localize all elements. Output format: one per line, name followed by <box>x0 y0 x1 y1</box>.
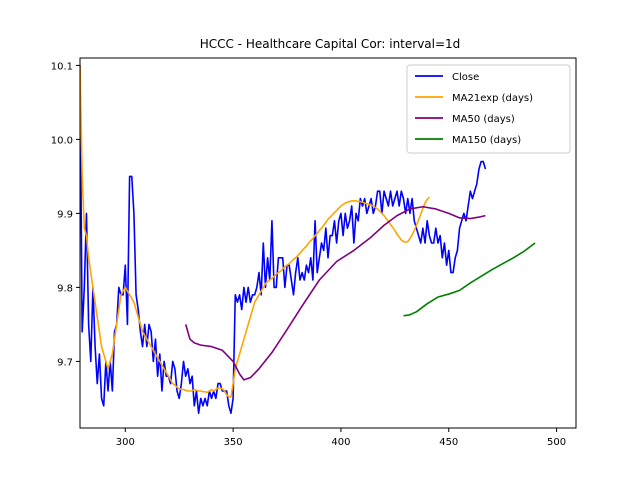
y-tick-label: 10.0 <box>51 135 73 146</box>
y-tick-label: 10.1 <box>51 61 73 72</box>
x-tick-label: 400 <box>331 437 350 448</box>
x-tick-label: 350 <box>224 437 243 448</box>
y-tick-label: 9.8 <box>57 283 73 294</box>
x-tick-label: 500 <box>547 437 566 448</box>
y-tick-label: 9.9 <box>57 209 73 220</box>
legend: Close MA21exp (days) MA50 (days) MA150 (day… <box>407 65 570 153</box>
x-tick-label: 300 <box>116 437 135 448</box>
legend-label: MA50 (days) <box>452 114 515 125</box>
legend-label: Close <box>452 72 479 83</box>
x-tick-label: 450 <box>439 437 458 448</box>
legend-label: MA150 (days) <box>452 135 521 146</box>
y-tick-label: 9.7 <box>57 357 73 368</box>
legend-label: MA21exp (days) <box>452 93 533 104</box>
chart-title: HCCC - Healthcare Capital Cor: interval=… <box>200 37 461 51</box>
